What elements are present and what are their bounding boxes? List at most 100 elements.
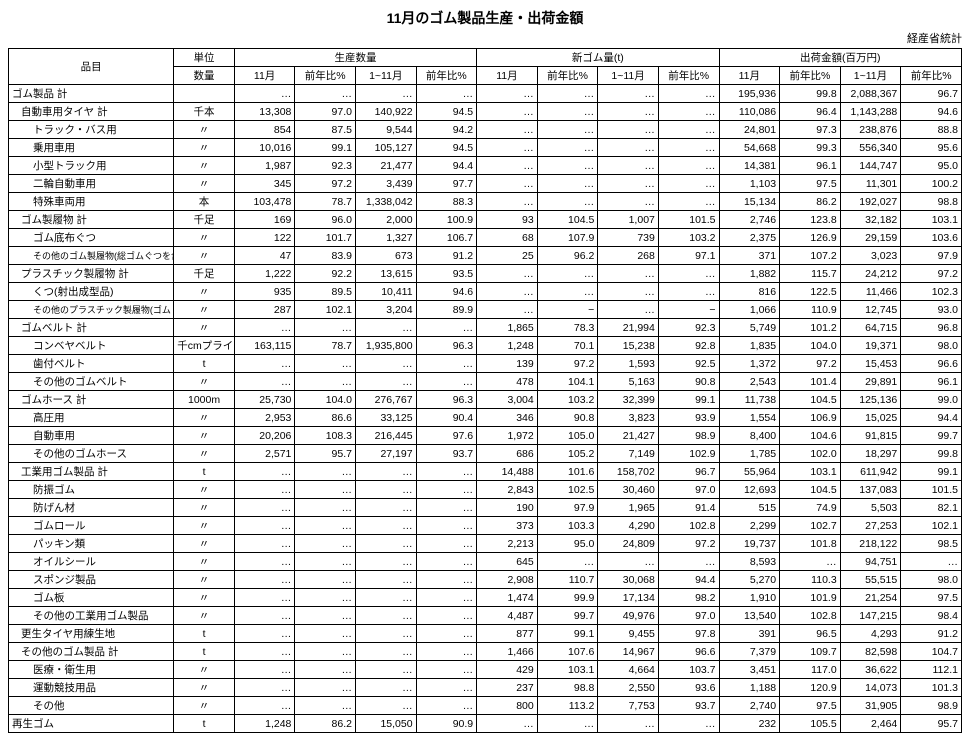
cell: … xyxy=(598,193,659,211)
cell: … xyxy=(355,463,416,481)
cell: 429 xyxy=(477,661,538,679)
cell: 15,025 xyxy=(840,409,901,427)
cell: 218,122 xyxy=(840,535,901,553)
cell: … xyxy=(295,373,356,391)
cell: 17,134 xyxy=(598,589,659,607)
table-row: 工業用ゴム製品 計t…………14,488101.6158,70296.755,9… xyxy=(9,463,962,481)
cell: 158,702 xyxy=(598,463,659,481)
cell: 122 xyxy=(234,229,295,247)
cell: 13,308 xyxy=(234,103,295,121)
cell: 93 xyxy=(477,211,538,229)
cell: 15,050 xyxy=(355,715,416,733)
row-unit: 〃 xyxy=(174,679,235,697)
cell: … xyxy=(658,175,719,193)
cell: 89.9 xyxy=(416,301,477,319)
cell: … xyxy=(295,553,356,571)
cell: 854 xyxy=(234,121,295,139)
row-unit: 〃 xyxy=(174,121,235,139)
cell: 86.2 xyxy=(780,193,841,211)
cell: 97.3 xyxy=(780,121,841,139)
row-unit: 本 xyxy=(174,193,235,211)
table-row: くつ(射出成型品)〃93589.510,41194.6…………816122.51… xyxy=(9,283,962,301)
row-unit: 〃 xyxy=(174,409,235,427)
table-row: ゴムホース 計1000m25,730104.0276,76796.33,0041… xyxy=(9,391,962,409)
cell: … xyxy=(537,139,598,157)
cell: … xyxy=(416,85,477,103)
cell: 55,964 xyxy=(719,463,780,481)
cell: … xyxy=(355,373,416,391)
cell: … xyxy=(658,715,719,733)
cell: 92.3 xyxy=(295,157,356,175)
cell: 673 xyxy=(355,247,416,265)
cell: 556,340 xyxy=(840,139,901,157)
row-unit: t xyxy=(174,715,235,733)
cell: 99.1 xyxy=(537,625,598,643)
cell: 89.5 xyxy=(295,283,356,301)
cell: 83.9 xyxy=(295,247,356,265)
cell: 2,464 xyxy=(840,715,901,733)
hdr-unit-top: 単位 xyxy=(174,49,235,67)
cell: 4,290 xyxy=(598,517,659,535)
cell: 1,338,042 xyxy=(355,193,416,211)
cell: 10,411 xyxy=(355,283,416,301)
cell: 94,751 xyxy=(840,553,901,571)
cell: 98.0 xyxy=(901,337,962,355)
cell: 98.4 xyxy=(901,607,962,625)
cell: 103.1 xyxy=(537,661,598,679)
cell: 99.1 xyxy=(295,139,356,157)
cell: 3,439 xyxy=(355,175,416,193)
cell: 115.7 xyxy=(780,265,841,283)
cell: 13,615 xyxy=(355,265,416,283)
cell: 97.2 xyxy=(295,175,356,193)
row-name: その他 xyxy=(9,697,174,715)
cell: 104.0 xyxy=(780,337,841,355)
row-name: 再生ゴム xyxy=(9,715,174,733)
cell: 1,935,800 xyxy=(355,337,416,355)
table-row: ゴム底布ぐつ〃122101.71,327106.768107.9739103.2… xyxy=(9,229,962,247)
cell: 33,125 xyxy=(355,409,416,427)
cell: 5,163 xyxy=(598,373,659,391)
cell: 8,593 xyxy=(719,553,780,571)
cell: … xyxy=(234,499,295,517)
table-row: トラック・バス用〃85487.59,54494.2…………24,80197.32… xyxy=(9,121,962,139)
cell: 97.2 xyxy=(658,535,719,553)
row-unit xyxy=(174,85,235,103)
cell: 686 xyxy=(477,445,538,463)
cell: 97.9 xyxy=(537,499,598,517)
cell: 100.9 xyxy=(416,211,477,229)
cell: … xyxy=(416,373,477,391)
cell: 82,598 xyxy=(840,643,901,661)
cell: 94.4 xyxy=(416,157,477,175)
cell: 816 xyxy=(719,283,780,301)
cell: 91,815 xyxy=(840,427,901,445)
cell: 14,381 xyxy=(719,157,780,175)
cell: 94.5 xyxy=(416,139,477,157)
cell: − xyxy=(658,301,719,319)
cell: 101.4 xyxy=(780,373,841,391)
cell: 27,197 xyxy=(355,445,416,463)
cell: … xyxy=(355,553,416,571)
cell: 100.2 xyxy=(901,175,962,193)
cell: 190 xyxy=(477,499,538,517)
cell: 93.0 xyxy=(901,301,962,319)
cell: 105.5 xyxy=(780,715,841,733)
row-name: 自動車用タイヤ 計 xyxy=(9,103,174,121)
cell: 103.6 xyxy=(901,229,962,247)
cell: 74.9 xyxy=(780,499,841,517)
row-unit: 〃 xyxy=(174,553,235,571)
cell: 101.8 xyxy=(780,535,841,553)
row-name: 防げん材 xyxy=(9,499,174,517)
cell: 49,976 xyxy=(598,607,659,625)
cell: 92.8 xyxy=(658,337,719,355)
table-row: ゴム板〃…………1,47499.917,13498.21,910101.921,… xyxy=(9,589,962,607)
cell: 78.3 xyxy=(537,319,598,337)
row-name: 歯付ベルト xyxy=(9,355,174,373)
cell: 106.9 xyxy=(780,409,841,427)
cell: … xyxy=(355,481,416,499)
cell: 2,740 xyxy=(719,697,780,715)
table-row: 運動競技用品〃…………23798.82,55093.61,188120.914,… xyxy=(9,679,962,697)
cell: 1,372 xyxy=(719,355,780,373)
cell: … xyxy=(598,103,659,121)
cell: 1,882 xyxy=(719,265,780,283)
hdr-c10: 前年比% xyxy=(780,67,841,85)
